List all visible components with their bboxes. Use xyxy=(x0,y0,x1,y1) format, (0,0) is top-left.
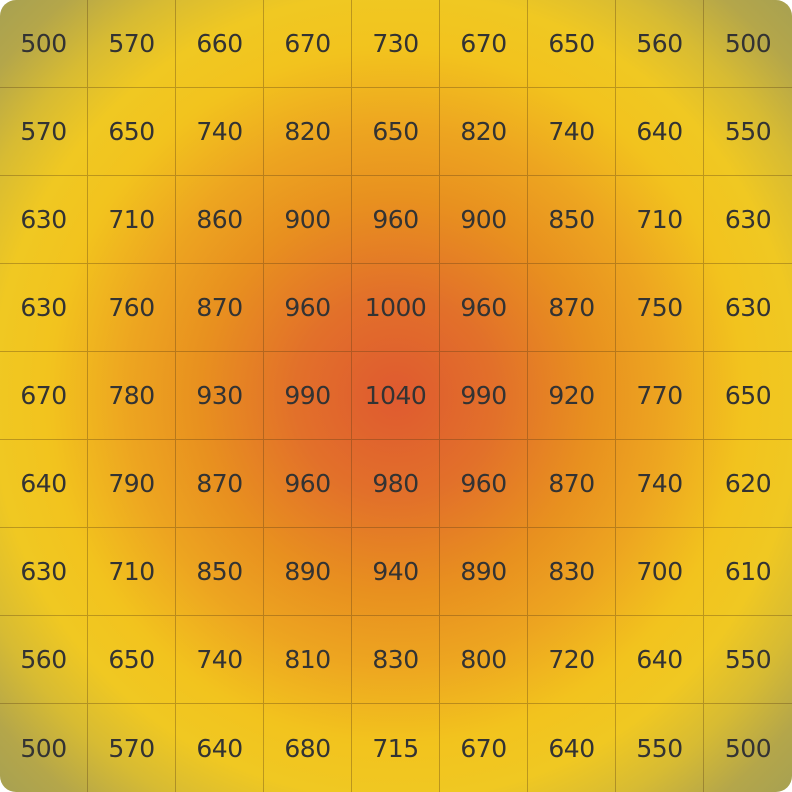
heatmap-cell-r5-c6: 870 xyxy=(528,440,616,528)
heatmap-cell-r8-c7: 550 xyxy=(616,704,704,792)
heatmap-cell-r2-c8: 630 xyxy=(704,176,792,264)
heatmap-cell-r0-c8: 500 xyxy=(704,0,792,88)
heatmap-cell-r4-c5: 990 xyxy=(440,352,528,440)
heatmap-cell-r4-c2: 930 xyxy=(176,352,264,440)
heatmap-cell-r3-c5: 960 xyxy=(440,264,528,352)
heatmap-cell-r4-c3: 990 xyxy=(264,352,352,440)
heatmap-cell-r3-c7: 750 xyxy=(616,264,704,352)
heatmap-cell-r6-c6: 830 xyxy=(528,528,616,616)
heatmap-cell-r7-c8: 550 xyxy=(704,616,792,704)
heatmap-cell-r1-c1: 650 xyxy=(88,88,176,176)
heatmap-cell-r0-c6: 650 xyxy=(528,0,616,88)
heatmap-cell-r1-c3: 820 xyxy=(264,88,352,176)
heatmap-cell-r7-c7: 640 xyxy=(616,616,704,704)
heatmap-cell-r7-c1: 650 xyxy=(88,616,176,704)
heatmap-cell-r6-c3: 890 xyxy=(264,528,352,616)
heatmap-cell-r1-c7: 640 xyxy=(616,88,704,176)
heatmap-cell-r7-c0: 560 xyxy=(0,616,88,704)
heatmap-cell-r8-c2: 640 xyxy=(176,704,264,792)
heatmap-cell-r2-c3: 900 xyxy=(264,176,352,264)
heatmap-cell-r3-c8: 630 xyxy=(704,264,792,352)
heatmap-cell-r5-c4: 980 xyxy=(352,440,440,528)
heatmap-cell-r6-c4: 940 xyxy=(352,528,440,616)
heatmap-cell-r2-c5: 900 xyxy=(440,176,528,264)
heatmap-cell-r0-c2: 660 xyxy=(176,0,264,88)
heatmap-cell-r6-c7: 700 xyxy=(616,528,704,616)
heatmap-cell-r0-c1: 570 xyxy=(88,0,176,88)
heatmap-cell-r1-c8: 550 xyxy=(704,88,792,176)
heatmap-cell-r4-c1: 780 xyxy=(88,352,176,440)
heatmap-cell-r2-c1: 710 xyxy=(88,176,176,264)
heatmap-cell-r4-c6: 920 xyxy=(528,352,616,440)
heatmap-cell-r5-c8: 620 xyxy=(704,440,792,528)
heatmap-cell-r4-c7: 770 xyxy=(616,352,704,440)
heatmap-cell-r3-c1: 760 xyxy=(88,264,176,352)
heatmap-cell-r8-c8: 500 xyxy=(724,733,772,763)
heatmap-cell-r3-c3: 960 xyxy=(264,264,352,352)
heatmap-cell-r6-c8: 610 xyxy=(704,528,792,616)
heatmap-cell-r0-c7: 560 xyxy=(616,0,704,88)
heatmap-cell-r0-c3: 670 xyxy=(264,0,352,88)
heatmap-cell-r8-c6: 640 xyxy=(528,704,616,792)
heatmap-cell-r5-c7: 740 xyxy=(616,440,704,528)
heatmap-cell-r1-c6: 740 xyxy=(528,88,616,176)
heatmap-cell-r7-c4: 830 xyxy=(352,616,440,704)
heatmap-cell-r7-c3: 810 xyxy=(264,616,352,704)
heatmap-cell-r1-c4: 650 xyxy=(352,88,440,176)
heatmap-cell-r1-c5: 820 xyxy=(440,88,528,176)
heatmap-cell-r6-c2: 850 xyxy=(176,528,264,616)
heatmap-cell-r2-c6: 850 xyxy=(528,176,616,264)
heatmap-cell-r0-c4: 730 xyxy=(352,0,440,88)
heatmap-cell-r8-c3: 680 xyxy=(264,704,352,792)
heatmap-cell-r4-c0: 670 xyxy=(0,352,88,440)
heatmap-cell-r7-c5: 800 xyxy=(440,616,528,704)
heatmap-cell-r3-c4: 1000 xyxy=(352,264,440,352)
heatmap-cell-r5-c1: 790 xyxy=(88,440,176,528)
heatmap-cell-r4-c4: 1040 xyxy=(352,352,440,440)
heatmap-cell-r7-c2: 740 xyxy=(176,616,264,704)
heatmap-cell-r7-c6: 720 xyxy=(528,616,616,704)
heatmap-cell-r2-c7: 710 xyxy=(616,176,704,264)
heatmap-cell-r6-c0: 630 xyxy=(0,528,88,616)
heatmap-cell-r5-c2: 870 xyxy=(176,440,264,528)
heatmap-cell-r3-c0: 630 xyxy=(0,264,88,352)
heatmap-cell-r2-c2: 860 xyxy=(176,176,264,264)
heatmap-cell-r8-c0: 500 xyxy=(0,704,88,792)
heatmap-cell-r0-c0: 500 xyxy=(0,0,88,88)
heatmap-cell-r5-c0: 640 xyxy=(0,440,88,528)
heatmap-cell-r5-c5: 960 xyxy=(440,440,528,528)
heatmap-cell-r8-c4: 715 xyxy=(352,704,440,792)
heatmap-cell-r5-c3: 960 xyxy=(264,440,352,528)
heatmap-cell-r8-c5: 670 xyxy=(440,704,528,792)
heatmap-cell-r1-c0: 570 xyxy=(0,88,88,176)
heatmap-cell-r6-c5: 890 xyxy=(440,528,528,616)
heatmap-cell-r8-c1: 570 xyxy=(88,704,176,792)
heatmap-cell-r4-c8: 650 xyxy=(704,352,792,440)
heatmap-cell-r2-c4: 960 xyxy=(352,176,440,264)
heatmap-cell-r6-c1: 710 xyxy=(88,528,176,616)
heatmap-cell-r3-c2: 870 xyxy=(176,264,264,352)
heatmap-cell-r2-c0: 630 xyxy=(0,176,88,264)
heatmap-cell-r3-c6: 870 xyxy=(528,264,616,352)
heatmap-cell-r1-c2: 740 xyxy=(176,88,264,176)
heatmap-cell-r0-c5: 670 xyxy=(440,0,528,88)
